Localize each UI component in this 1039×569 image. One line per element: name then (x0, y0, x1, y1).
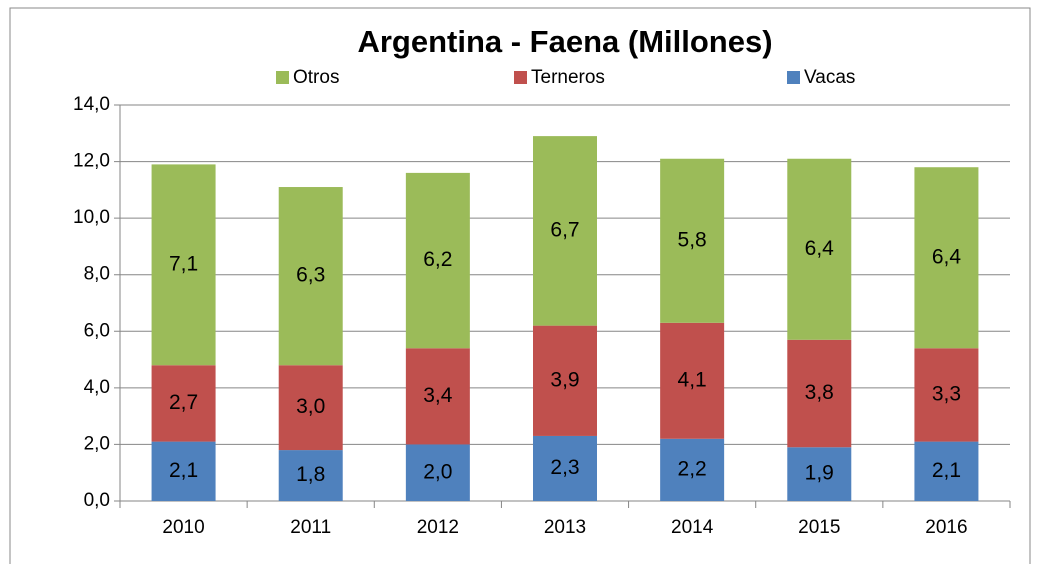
value-label: 1,9 (805, 462, 834, 485)
bar-segment (660, 438, 725, 501)
value-label: 2,7 (169, 391, 198, 414)
legend-label: Vacas (804, 67, 855, 88)
value-label: 3,9 (550, 368, 579, 391)
value-label: 3,3 (932, 382, 961, 405)
bar-segment (405, 444, 470, 501)
bar-segment (533, 435, 597, 501)
x-tick-label: 2011 (290, 517, 331, 538)
value-label: 2,0 (423, 460, 452, 483)
legend-swatch (276, 71, 289, 84)
y-tick-label: 10,0 (73, 207, 110, 228)
x-tick-label: 2010 (162, 517, 204, 538)
value-label: 3,0 (296, 395, 325, 418)
x-tick-label: 2014 (671, 517, 714, 538)
bar-segment (660, 158, 725, 323)
bar-segment (278, 365, 343, 451)
legend-swatch (514, 71, 527, 84)
bar-segment (151, 441, 216, 501)
chart-title: Argentina - Faena (Millones) (357, 24, 772, 59)
value-label: 3,4 (423, 384, 453, 407)
value-label: 6,7 (550, 218, 579, 241)
y-tick-label: 6,0 (84, 320, 110, 341)
bar-segment (405, 348, 470, 445)
value-label: 3,8 (805, 381, 834, 404)
value-label: 6,2 (423, 248, 452, 271)
x-tick-label: 2015 (798, 517, 840, 538)
bar-segment (914, 167, 979, 349)
bar-segment (533, 325, 597, 436)
chart-frame (9, 7, 1031, 569)
value-label: 6,3 (296, 264, 325, 287)
value-label: 4,1 (678, 368, 707, 391)
y-tick-label: 2,0 (84, 433, 110, 454)
bar-segment (914, 348, 979, 442)
bar-segment (278, 450, 343, 501)
y-tick-label: 0,0 (84, 490, 110, 511)
value-label: 7,1 (169, 252, 198, 275)
legend-label: Terneros (531, 67, 605, 88)
y-tick-label: 4,0 (84, 377, 110, 398)
x-tick-label: 2013 (544, 517, 586, 538)
bar-segment (787, 158, 852, 340)
value-label: 1,8 (296, 463, 325, 486)
y-tick-label: 12,0 (73, 151, 110, 172)
value-label: 6,4 (932, 245, 962, 268)
bar-segment (278, 187, 343, 366)
x-tick-label: 2016 (925, 517, 967, 538)
bar-segment (533, 136, 597, 326)
y-tick-label: 14,0 (73, 94, 110, 115)
value-label: 2,1 (932, 459, 961, 482)
bar-segment (660, 322, 725, 439)
x-tick-label: 2012 (417, 517, 459, 538)
value-label: 2,1 (169, 459, 198, 482)
value-label: 6,4 (805, 237, 835, 260)
legend-swatch (787, 71, 800, 84)
bar-segment (151, 365, 216, 442)
bar-segment (914, 441, 979, 501)
bar-segment (151, 164, 216, 366)
bar-segment (787, 447, 852, 501)
bar-segment (405, 172, 470, 349)
value-label: 2,3 (550, 456, 579, 479)
legend-label: Otros (293, 67, 339, 88)
bar-segment (787, 339, 852, 448)
value-label: 5,8 (678, 228, 707, 251)
value-label: 2,2 (678, 457, 707, 480)
y-tick-label: 8,0 (84, 264, 110, 285)
